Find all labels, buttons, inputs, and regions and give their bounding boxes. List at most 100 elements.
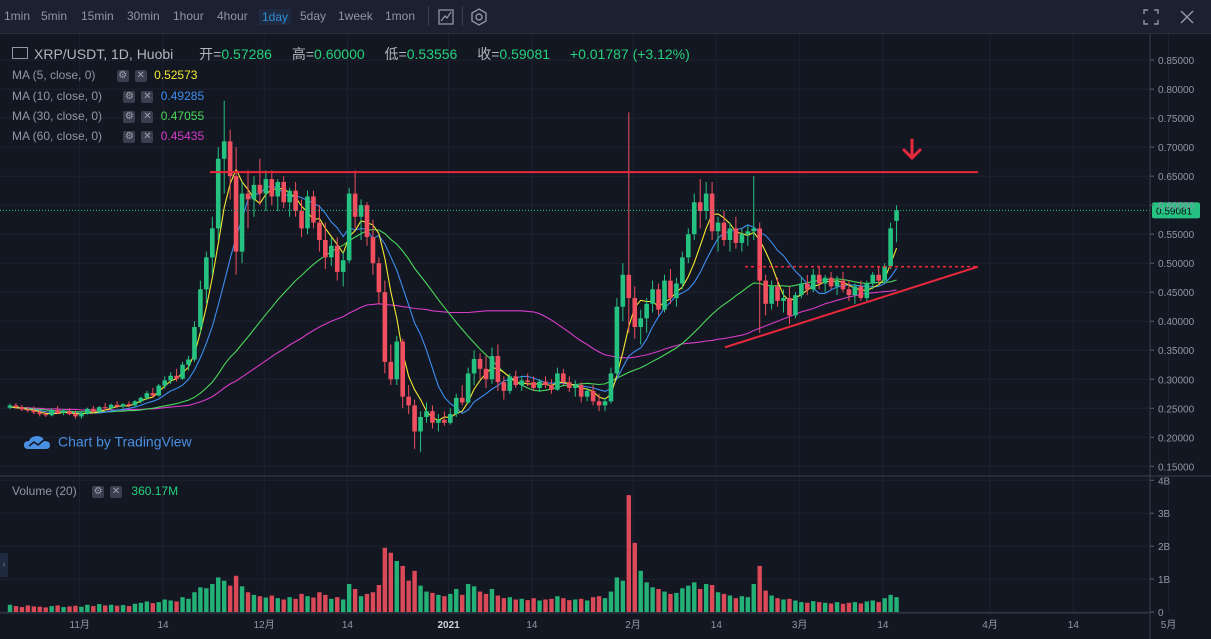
volume-bar (721, 593, 727, 612)
candle-body (269, 179, 275, 197)
candle-body (703, 193, 709, 211)
candle-body (55, 410, 60, 413)
volume-bar (269, 595, 274, 612)
indicators-icon[interactable] (436, 7, 456, 27)
volume-bar (644, 582, 649, 612)
volume-bar (579, 598, 584, 612)
volume-bar (662, 591, 667, 612)
close-icon[interactable]: ✕ (141, 110, 154, 123)
volume-bar (817, 602, 822, 612)
volume-bar (31, 606, 36, 612)
ma10-legend: MA (10, close, 0) ⚙ ✕ 0.49285 (12, 89, 204, 103)
candle-body (25, 409, 31, 411)
candle-body (763, 280, 768, 304)
gear-icon[interactable]: ⚙ (123, 130, 136, 143)
candle-body (590, 390, 596, 402)
volume-bar (293, 598, 298, 612)
high-label: 高=0.60000 (292, 46, 373, 62)
candle-body (578, 385, 584, 397)
candle-body (96, 407, 102, 412)
gear-icon[interactable]: ⚙ (92, 485, 105, 498)
candle-body (334, 245, 340, 272)
volume-bar (394, 560, 399, 612)
candle-body (174, 375, 179, 379)
volume-bar (79, 606, 84, 612)
volume-bar (709, 585, 715, 612)
volume-bar (222, 580, 227, 612)
candle-body (572, 385, 578, 388)
tf-5day[interactable]: 5day (300, 9, 327, 23)
candle-body (840, 280, 846, 290)
fullscreen-icon[interactable] (1141, 7, 1161, 27)
settings-icon[interactable] (469, 7, 489, 27)
price-tick-label: 0.70000 (1158, 143, 1195, 154)
volume-bar (424, 591, 429, 612)
tradingview-watermark[interactable]: Chart by TradingView (22, 433, 192, 453)
candle-body (436, 419, 441, 423)
candle-body (156, 385, 162, 396)
open-label: 开=0.57286 (199, 46, 280, 62)
candle-body (799, 283, 804, 296)
volume-bar (114, 605, 120, 612)
volume-bar (495, 595, 501, 612)
tf-1hour[interactable]: 1hour (173, 9, 204, 23)
tf-1min[interactable]: 1min (4, 9, 31, 23)
close-icon[interactable]: ✕ (141, 90, 154, 103)
tf-1day[interactable]: 1day (259, 9, 292, 25)
candle-body (543, 381, 548, 386)
candle-body (198, 289, 203, 328)
volume-bar (168, 600, 173, 612)
tf-15min[interactable]: 15min (81, 9, 114, 23)
candle-body (394, 341, 400, 380)
gear-icon[interactable]: ⚙ (123, 110, 136, 123)
volume-bar (263, 597, 269, 612)
candle-body (287, 190, 292, 203)
candle-body (650, 289, 655, 304)
candle-body (382, 292, 388, 362)
candle-body (323, 239, 328, 258)
candle-body (430, 411, 435, 423)
time-tick-label: 14 (711, 620, 723, 631)
volume-bar (138, 602, 144, 612)
collapse-panel-tab[interactable]: ‹ (0, 553, 8, 577)
close-icon[interactable]: ✕ (134, 69, 147, 82)
volume-bar (346, 584, 352, 612)
volume-bar (715, 592, 721, 612)
close-value: 0.59081 (499, 46, 551, 62)
volume-bar (97, 604, 102, 612)
tf-5min[interactable]: 5min (41, 9, 68, 23)
open-label-text: 开= (199, 46, 222, 62)
candle-body (632, 298, 638, 328)
candle-body (787, 298, 792, 316)
time-tick-label: 14 (1068, 620, 1080, 631)
volume-bar (418, 585, 423, 612)
tf-4hour[interactable]: 4hour (217, 9, 248, 23)
volume-bar (650, 587, 655, 612)
volume-tick-label: 2B (1158, 542, 1171, 553)
tf-1week[interactable]: 1week (338, 9, 373, 23)
price-chart[interactable]: 0.59081 0.15000 0.20000 0.25000 0.30000 0.35… (0, 34, 1211, 639)
candle-body (810, 274, 816, 290)
candle-body (49, 410, 54, 416)
close-icon[interactable]: ✕ (110, 485, 123, 498)
volume-bar (352, 588, 358, 612)
candle-body (364, 205, 370, 238)
candle-body (412, 405, 417, 432)
collapse-legend-icon[interactable] (12, 47, 28, 59)
volume-bar (317, 592, 322, 612)
volume-bar (25, 605, 31, 612)
candle-body (108, 404, 114, 409)
candle-body (400, 341, 405, 397)
candle-body (317, 222, 322, 240)
volume-bar (19, 607, 25, 612)
gear-icon[interactable]: ⚙ (116, 69, 129, 82)
volume-bar (638, 570, 643, 612)
gear-icon[interactable]: ⚙ (123, 90, 136, 103)
candle-body (376, 263, 382, 293)
volume-bar (108, 604, 114, 612)
close-icon[interactable] (1177, 7, 1197, 27)
volume-bar (483, 593, 489, 612)
tf-1mon[interactable]: 1mon (385, 9, 416, 23)
tf-30min[interactable]: 30min (127, 9, 160, 23)
close-icon[interactable]: ✕ (141, 130, 154, 143)
